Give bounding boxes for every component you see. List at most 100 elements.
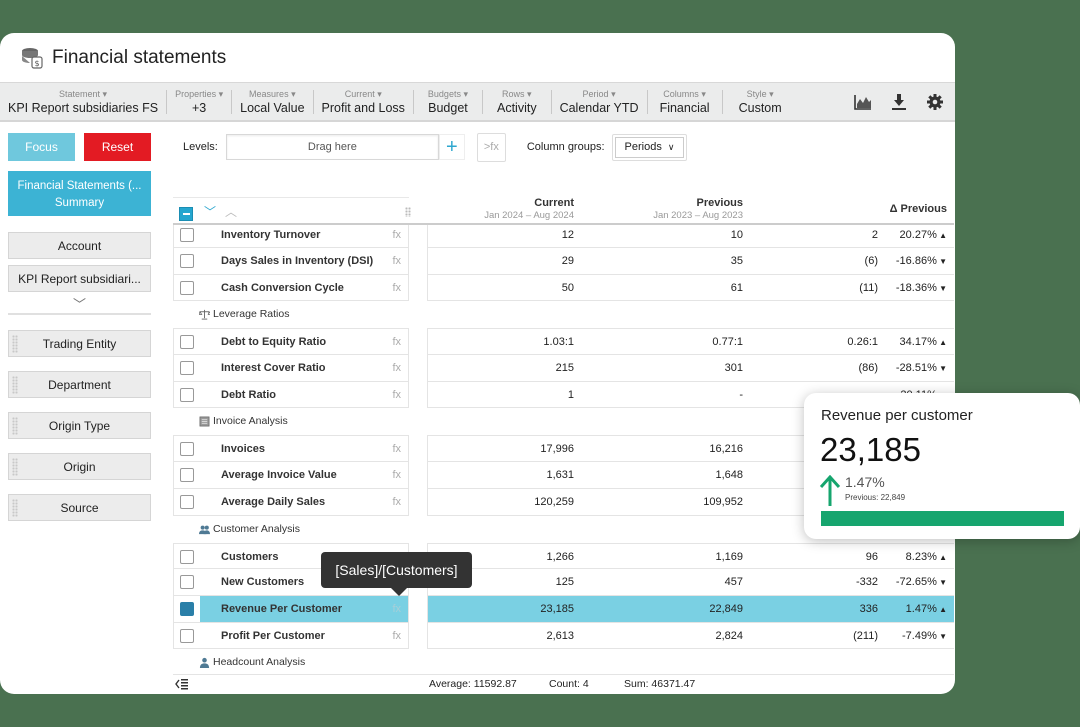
toolbar-columns[interactable]: Columns Financial xyxy=(648,87,722,117)
row-checkbox[interactable] xyxy=(180,628,194,643)
cell-current: 215 xyxy=(555,362,574,375)
column-groups-select[interactable]: Periods ∨ xyxy=(611,133,688,161)
scale-icon xyxy=(199,310,210,320)
toolbar-value: Local Value xyxy=(240,100,305,115)
formula-icon[interactable]: fx xyxy=(392,281,401,294)
toolbar-style[interactable]: Style Custom xyxy=(723,87,798,117)
drag-handle-icon[interactable] xyxy=(12,335,18,353)
row-checkbox-checked[interactable] xyxy=(180,601,194,616)
dimension-trading-entity[interactable]: Trading Entity xyxy=(8,330,151,357)
formula-icon[interactable]: fx xyxy=(392,629,401,642)
header-divider xyxy=(173,223,954,225)
column-header-previous[interactable]: Previous Jan 2023 – Aug 2023 xyxy=(653,197,743,222)
levels-drop-zone[interactable]: Drag here xyxy=(225,134,439,160)
dimension-origin-type[interactable]: Origin Type xyxy=(8,412,151,439)
row-checkbox[interactable] xyxy=(180,280,194,295)
toolbar-current[interactable]: Current Profit and Loss xyxy=(314,87,413,117)
chart-icon[interactable] xyxy=(853,92,873,112)
row-checkbox[interactable] xyxy=(180,335,194,350)
row-label: Average Invoice Value xyxy=(221,469,337,482)
select-all-checkbox[interactable] xyxy=(179,207,193,221)
cell-previous: 22,849 xyxy=(709,602,743,615)
group-name: Invoice Analysis xyxy=(213,415,288,428)
drag-handle-icon[interactable] xyxy=(12,417,18,435)
toolbar-measures[interactable]: Measures Local Value xyxy=(232,87,312,117)
formula-icon[interactable]: fx xyxy=(392,602,401,615)
formula-icon[interactable]: fx xyxy=(392,443,401,456)
toolbar-value: Custom xyxy=(738,100,782,115)
row-label: Profit Per Customer xyxy=(221,629,325,642)
column-title: Δ Previous xyxy=(889,203,947,215)
statement-selector[interactable]: Financial Statements (... Summary xyxy=(8,171,151,216)
toolbar-budgets[interactable]: Budgets Budget xyxy=(414,87,482,117)
formula-button[interactable]: >fx xyxy=(476,132,506,162)
drag-handle-icon[interactable] xyxy=(12,458,18,476)
column-header-delta-previous[interactable]: Δ Previous xyxy=(890,203,947,216)
drag-handle-icon[interactable] xyxy=(12,376,18,394)
reset-button[interactable]: Reset xyxy=(84,133,151,161)
add-level-button[interactable]: + xyxy=(438,134,465,160)
group-name: Leverage Ratios xyxy=(213,308,290,321)
arrow-up-icon xyxy=(819,475,841,506)
toolbar-statement[interactable]: Statement KPI Report subsidiaries FS xyxy=(0,87,166,117)
cell-delta-pct: 34.17% xyxy=(900,329,947,356)
cell-previous: 2,824 xyxy=(715,629,743,642)
collapse-all-icon[interactable]: ︿ xyxy=(225,205,238,219)
table-row[interactable]: Average Daily Sales fx 120,259 109,952 xyxy=(173,488,954,516)
resize-handle-icon[interactable] xyxy=(405,207,411,217)
formula-icon[interactable]: fx xyxy=(392,336,401,349)
row-checkbox[interactable] xyxy=(180,575,194,590)
table-row[interactable]: Invoices fx 17,996 16,216 xyxy=(173,435,954,463)
cell-previous: 35 xyxy=(730,255,743,267)
table-row[interactable]: Profit Per Customer fx 2,613 2,824 (211) -7.… xyxy=(173,622,954,650)
group-header-customer[interactable]: Customer Analysis xyxy=(173,516,954,543)
toolbar-rows[interactable]: Rows Activity xyxy=(483,87,551,117)
table-row-selected[interactable]: Revenue Per Customer fx 23,185 22,849 336 1.… xyxy=(173,595,954,623)
table-row[interactable]: Interest Cover Ratio fx 215 301 (86) -28.51% xyxy=(173,355,954,382)
row-checkbox[interactable] xyxy=(180,228,194,242)
group-header-invoice[interactable]: Invoice Analysis xyxy=(173,408,954,435)
dimension-account[interactable]: Account xyxy=(8,232,151,259)
row-checkbox[interactable] xyxy=(180,361,194,376)
formula-icon[interactable]: fx xyxy=(392,362,401,375)
dimension-department[interactable]: Department xyxy=(8,371,151,398)
formula-icon[interactable]: fx xyxy=(392,388,401,401)
table-row[interactable]: Average Invoice Value fx 1,631 1,648 xyxy=(173,462,954,489)
formula-icon[interactable]: fx xyxy=(392,469,401,482)
expand-all-icon[interactable]: ﹀ xyxy=(204,205,217,219)
formula-icon[interactable]: fx xyxy=(392,495,401,508)
group-header-leverage[interactable]: Leverage Ratios xyxy=(173,301,954,328)
formula-icon[interactable]: fx xyxy=(392,229,401,241)
column-header-current[interactable]: Current Jan 2024 – Aug 2024 xyxy=(484,197,574,222)
dimension-source[interactable]: Source xyxy=(8,494,151,521)
formula-icon[interactable]: fx xyxy=(392,255,401,267)
table-row[interactable]: Cash Conversion Cycle fx 50 61 (11) -18.36% xyxy=(173,274,954,302)
toolbar-period[interactable]: Period Calendar YTD xyxy=(552,87,647,117)
focus-button[interactable]: Focus xyxy=(8,133,75,161)
dimension-origin[interactable]: Origin xyxy=(8,453,151,480)
cell-delta: 0.26:1 xyxy=(847,336,878,349)
group-header-headcount[interactable]: Headcount Analysis xyxy=(173,649,954,676)
dimension-label: Origin xyxy=(63,459,96,474)
separator xyxy=(481,89,483,114)
table-row[interactable]: Days Sales in Inventory (DSI) fx 29 35 (6) -… xyxy=(173,248,954,275)
collapse-panel-icon[interactable] xyxy=(175,678,189,690)
row-checkbox[interactable] xyxy=(180,468,194,483)
table-row[interactable]: Debt to Equity Ratio fx 1.03:1 0.77:1 0.26:… xyxy=(173,328,954,356)
toolbar-properties[interactable]: Properties +3 xyxy=(167,87,231,117)
download-icon[interactable] xyxy=(889,92,909,112)
row-checkbox[interactable] xyxy=(180,387,194,402)
row-checkbox[interactable] xyxy=(180,442,194,457)
expand-dimensions-icon[interactable]: ﹀ xyxy=(72,297,86,312)
table-row[interactable]: Inventory Turnover fx 12 10 2 20.27% xyxy=(173,225,954,248)
row-checkbox[interactable] xyxy=(180,549,194,564)
drag-handle-icon[interactable] xyxy=(12,499,18,517)
gear-icon[interactable] xyxy=(925,92,945,112)
row-checkbox[interactable] xyxy=(180,494,194,509)
dimension-kpi-report[interactable]: KPI Report subsidiari... xyxy=(8,265,151,292)
kpi-change-pct: 1.47% xyxy=(845,474,885,490)
row-checkbox[interactable] xyxy=(180,254,194,268)
cell-delta-pct: -72.65% xyxy=(896,569,947,596)
